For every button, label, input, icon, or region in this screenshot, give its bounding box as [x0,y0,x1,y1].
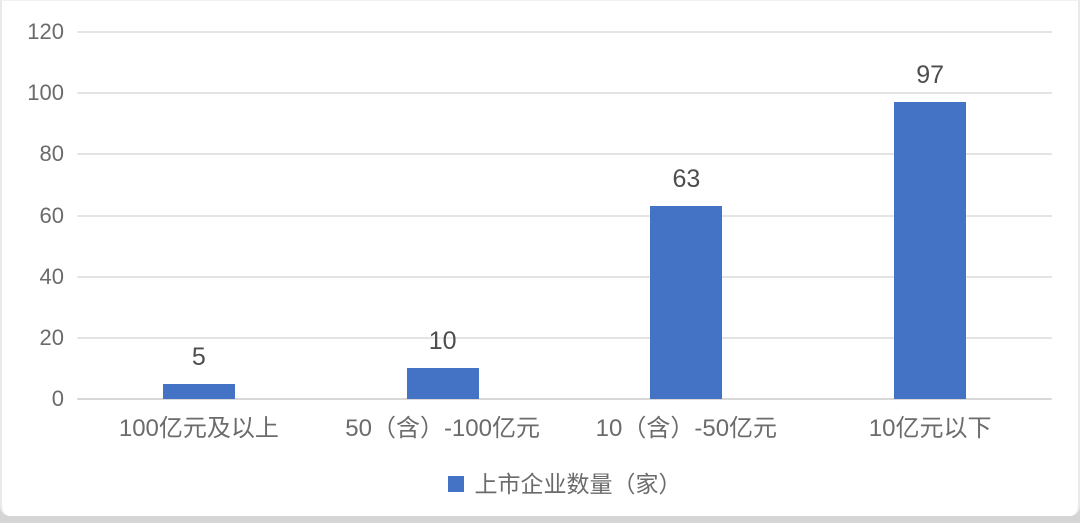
y-axis-tick-label: 80 [39,141,64,167]
gridline-y-120 [77,31,1052,33]
data-label: 63 [672,165,701,194]
bar-10（含）-50亿元 [650,206,723,399]
x-axis-category-label: 10亿元以下 [868,415,992,442]
legend-series-label: 上市企业数量（家） [474,471,682,497]
gridline-y-20 [77,336,1052,339]
gridline-y-60 [77,214,1052,217]
legend-color-swatch [447,476,464,492]
bar-50（含）-100亿元 [406,368,479,399]
x-axis-category-label: 10（含）-50亿元 [595,415,778,442]
gridline-y-40 [77,275,1052,278]
data-label: 10 [428,327,457,356]
data-label: 97 [916,61,945,90]
gridline-y-0 [77,398,1052,400]
y-axis-tick-label: 0 [51,386,64,411]
y-axis-tick-label: 100 [27,80,64,106]
y-axis-tick-label: 60 [39,202,64,228]
data-label: 5 [191,342,206,371]
y-axis-tick-label: 40 [39,263,64,289]
bar-10亿元以下 [894,102,967,399]
y-axis-tick-label: 120 [27,19,64,44]
gridline-y-80 [77,153,1052,156]
bar-100亿元及以上 [162,383,235,399]
x-axis-category-label: 50（含）-100亿元 [345,415,540,442]
gridline-y-100 [77,92,1052,95]
x-axis-category-label: 100亿元及以上 [118,415,279,442]
y-axis-tick-label: 20 [39,324,64,350]
legend: 上市企业数量（家） [77,471,1052,497]
